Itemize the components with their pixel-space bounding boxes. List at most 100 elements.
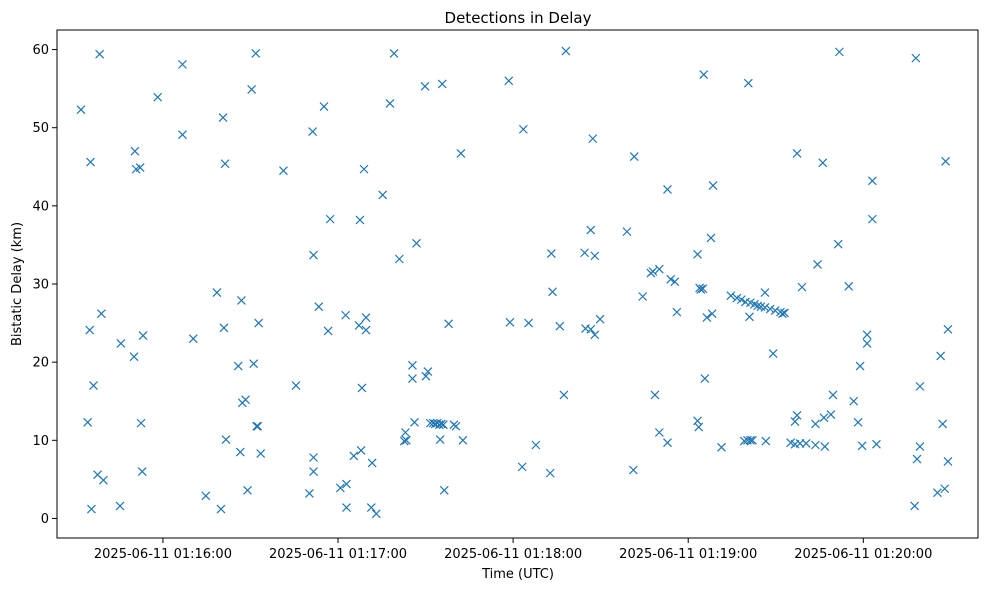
data-point bbox=[628, 465, 638, 475]
data-point bbox=[399, 436, 409, 446]
data-point bbox=[335, 483, 345, 493]
data-point bbox=[813, 260, 822, 269]
data-point bbox=[305, 489, 314, 498]
data-point bbox=[834, 47, 844, 57]
data-point bbox=[437, 79, 447, 89]
data-point bbox=[590, 330, 600, 340]
data-point bbox=[279, 166, 288, 176]
data-point bbox=[761, 436, 771, 446]
data-point bbox=[504, 76, 514, 86]
data-point bbox=[590, 251, 600, 261]
x-tick-label: 2025-06-11 01:18:00 bbox=[444, 547, 582, 562]
data-point bbox=[811, 419, 820, 429]
data-point bbox=[309, 250, 318, 260]
data-point bbox=[726, 291, 736, 301]
data-point bbox=[412, 238, 421, 248]
data-point bbox=[650, 390, 660, 400]
data-point bbox=[361, 325, 371, 335]
data-point bbox=[586, 225, 596, 235]
data-point bbox=[129, 352, 139, 362]
data-point bbox=[178, 59, 187, 69]
data-point bbox=[910, 501, 920, 511]
data-point bbox=[385, 99, 395, 108]
data-point bbox=[693, 249, 702, 259]
data-point bbox=[694, 422, 704, 432]
data-point bbox=[580, 248, 590, 258]
data-point bbox=[116, 338, 126, 348]
data-point bbox=[135, 163, 145, 172]
data-point bbox=[548, 287, 557, 297]
data-point bbox=[436, 419, 446, 429]
data-point bbox=[855, 361, 865, 371]
data-point bbox=[938, 419, 948, 429]
data-point bbox=[394, 254, 404, 264]
data-point bbox=[638, 292, 648, 301]
data-point bbox=[136, 418, 146, 428]
data-point bbox=[138, 331, 148, 341]
data-point bbox=[98, 475, 108, 485]
data-point bbox=[456, 149, 466, 158]
data-point bbox=[792, 410, 802, 420]
data-point bbox=[178, 130, 187, 140]
data-point bbox=[828, 390, 838, 400]
y-axis: 0 10 20 30 40 50 60 bbox=[32, 43, 57, 527]
data-point bbox=[89, 381, 98, 391]
data-point bbox=[378, 190, 388, 200]
data-point bbox=[367, 458, 377, 468]
data-point bbox=[940, 484, 950, 494]
data-point bbox=[408, 360, 417, 370]
data-point bbox=[745, 312, 754, 322]
data-point bbox=[819, 413, 829, 423]
data-point bbox=[439, 485, 449, 495]
data-point bbox=[586, 324, 596, 334]
data-point bbox=[410, 417, 419, 427]
data-point bbox=[760, 303, 770, 312]
data-point bbox=[314, 302, 324, 312]
x-axis: 2025-06-11 01:16:00 2025-06-11 01:17:00 20… bbox=[94, 538, 932, 562]
data-point bbox=[546, 249, 556, 258]
data-point bbox=[233, 361, 243, 371]
y-tick-label: 60 bbox=[32, 43, 49, 58]
data-point bbox=[438, 420, 448, 430]
data-point bbox=[867, 176, 877, 186]
data-point bbox=[434, 420, 444, 430]
data-point bbox=[663, 438, 672, 448]
data-point bbox=[555, 321, 565, 331]
data-point bbox=[933, 488, 942, 498]
data-point bbox=[706, 233, 716, 243]
data-point bbox=[435, 435, 445, 444]
data-point bbox=[325, 214, 335, 224]
plot-frame bbox=[56, 29, 979, 539]
data-point bbox=[359, 164, 369, 174]
data-point bbox=[389, 49, 399, 58]
data-point bbox=[915, 381, 925, 391]
data-point bbox=[87, 504, 96, 514]
data-point bbox=[561, 46, 571, 56]
data-point bbox=[96, 309, 106, 319]
data-point bbox=[797, 282, 807, 292]
data-point bbox=[517, 462, 527, 472]
data-point bbox=[696, 285, 706, 294]
data-point bbox=[778, 309, 787, 319]
data-point bbox=[872, 439, 881, 449]
data-point bbox=[408, 374, 417, 383]
data-point bbox=[85, 325, 95, 335]
data-markers bbox=[76, 46, 953, 519]
data-point bbox=[218, 113, 228, 122]
data-point bbox=[83, 417, 93, 427]
data-point bbox=[792, 149, 802, 158]
data-point bbox=[849, 396, 859, 406]
data-point bbox=[743, 78, 753, 88]
data-point bbox=[309, 453, 318, 462]
data-point bbox=[252, 421, 262, 431]
data-point bbox=[95, 49, 105, 59]
data-point bbox=[699, 70, 709, 79]
data-point bbox=[707, 309, 717, 319]
data-point bbox=[420, 81, 430, 91]
data-point bbox=[241, 395, 250, 405]
data-point bbox=[768, 349, 778, 358]
data-point bbox=[833, 239, 843, 249]
data-point bbox=[253, 421, 263, 431]
data-point bbox=[219, 323, 229, 333]
data-point bbox=[342, 479, 351, 489]
